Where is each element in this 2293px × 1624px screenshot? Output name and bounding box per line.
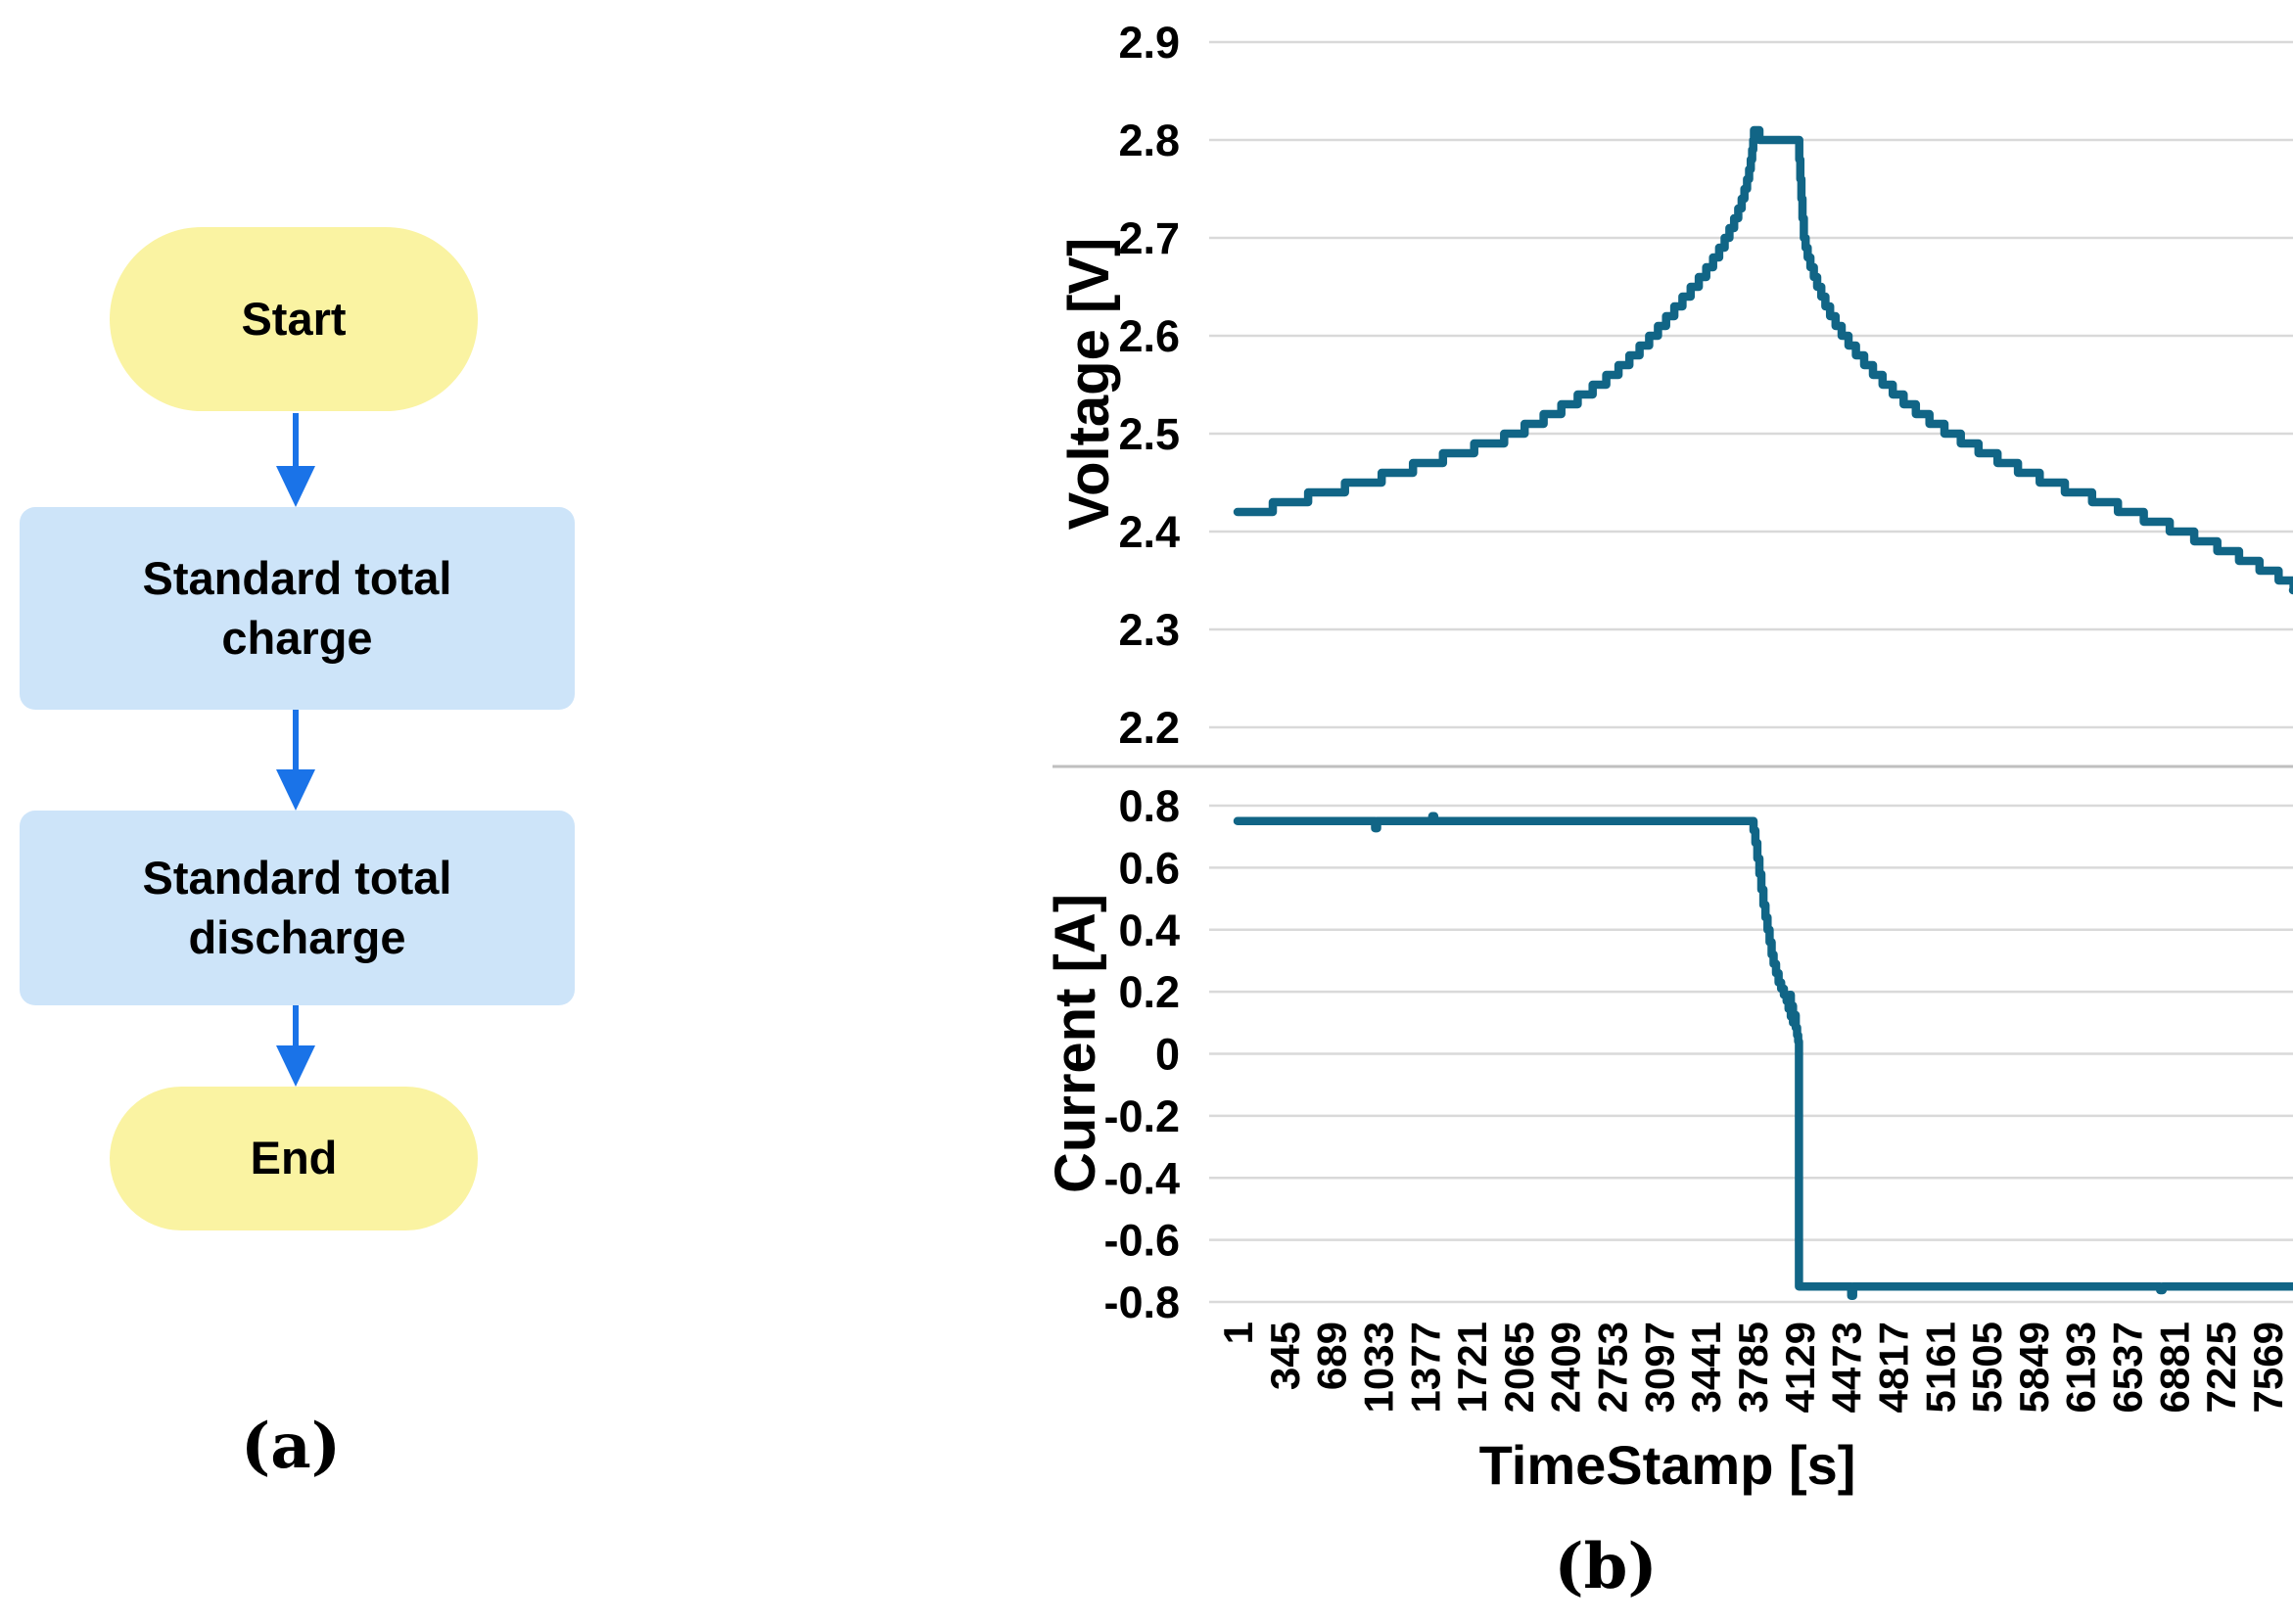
ytick-label-0.6: 0.6 bbox=[1118, 843, 1180, 893]
xtick-label-4817: 4817 bbox=[1870, 1322, 1916, 1413]
xtick-label-5161: 5161 bbox=[1917, 1322, 1963, 1413]
ytick-label--0.6: -0.6 bbox=[1103, 1216, 1180, 1266]
ytick-label-2.3: 2.3 bbox=[1118, 605, 1180, 655]
xtick-label-3441: 3441 bbox=[1683, 1322, 1729, 1413]
xtick-label-6881: 6881 bbox=[2151, 1322, 2197, 1413]
ytick-label-2.5: 2.5 bbox=[1118, 409, 1180, 459]
xtick-label-3785: 3785 bbox=[1730, 1322, 1776, 1413]
xtick-label-1377: 1377 bbox=[1402, 1322, 1448, 1413]
xtick-label-2065: 2065 bbox=[1496, 1322, 1542, 1413]
arrow-shaft bbox=[293, 1005, 299, 1049]
y-axis-title-1: Current [A] bbox=[1044, 894, 1107, 1193]
xtick-label-4129: 4129 bbox=[1777, 1322, 1823, 1413]
ytick-label-2.4: 2.4 bbox=[1118, 507, 1180, 557]
ytick-label-0.2: 0.2 bbox=[1118, 967, 1180, 1017]
ytick-label--0.2: -0.2 bbox=[1103, 1091, 1180, 1141]
ytick-label-2.6: 2.6 bbox=[1118, 311, 1180, 361]
flow-node-end: End bbox=[110, 1087, 478, 1230]
caption-a: (a) bbox=[240, 1410, 342, 1483]
xtick-label-5505: 5505 bbox=[1964, 1322, 2010, 1413]
flow-arrow-start-to-charge bbox=[276, 413, 315, 507]
current-line-series bbox=[1233, 812, 2293, 1300]
xtick-label-6537: 6537 bbox=[2105, 1322, 2151, 1413]
ytick-label-2.7: 2.7 bbox=[1118, 213, 1180, 263]
xtick-label-345: 345 bbox=[1262, 1322, 1308, 1390]
arrow-head-icon bbox=[276, 466, 315, 507]
xtick-label-6193: 6193 bbox=[2058, 1322, 2104, 1413]
xtick-label-1: 1 bbox=[1215, 1322, 1261, 1344]
ytick-label--0.4: -0.4 bbox=[1103, 1153, 1180, 1203]
y-axis-title-0: Voltage [V] bbox=[1057, 238, 1121, 531]
flow-node-standard-total-charge: Standard total charge bbox=[20, 507, 575, 710]
voltage-line-series bbox=[1233, 125, 2293, 595]
xtick-label-1033: 1033 bbox=[1355, 1322, 1401, 1413]
xtick-label-7225: 7225 bbox=[2198, 1322, 2244, 1413]
flow-arrow-discharge-to-end bbox=[276, 1005, 315, 1087]
flow-node-discharge-label: Standard total discharge bbox=[142, 852, 452, 963]
ytick-label-2.2: 2.2 bbox=[1118, 703, 1180, 753]
xtick-label-1721: 1721 bbox=[1449, 1322, 1495, 1413]
flow-node-start-label: Start bbox=[241, 292, 347, 345]
ytick-label-2.8: 2.8 bbox=[1118, 116, 1180, 165]
flow-arrow-charge-to-discharge bbox=[276, 710, 315, 811]
flow-node-start: Start bbox=[110, 227, 478, 411]
xtick-label-2753: 2753 bbox=[1590, 1322, 1636, 1413]
ytick-label-0.8: 0.8 bbox=[1118, 781, 1180, 831]
arrow-shaft bbox=[293, 413, 299, 470]
xtick-label-3097: 3097 bbox=[1636, 1322, 1682, 1413]
xtick-label-5849: 5849 bbox=[2011, 1322, 2057, 1413]
xtick-label-689: 689 bbox=[1309, 1322, 1355, 1390]
flow-node-end-label: End bbox=[250, 1132, 338, 1184]
xtick-label-7569: 7569 bbox=[2245, 1322, 2291, 1413]
x-axis-title: TimeStamp [s] bbox=[1479, 1434, 1856, 1496]
ytick-label--0.8: -0.8 bbox=[1103, 1277, 1180, 1327]
arrow-head-icon bbox=[276, 769, 315, 811]
flow-node-charge-label: Standard total charge bbox=[142, 552, 452, 664]
xtick-label-2409: 2409 bbox=[1543, 1322, 1589, 1413]
ytick-label-0.4: 0.4 bbox=[1118, 905, 1180, 955]
ytick-label-0: 0 bbox=[1155, 1030, 1180, 1080]
xtick-label-4473: 4473 bbox=[1824, 1322, 1870, 1413]
flow-node-standard-total-discharge: Standard total discharge bbox=[20, 811, 575, 1005]
caption-b: (b) bbox=[1554, 1530, 1658, 1603]
arrow-shaft bbox=[293, 710, 299, 773]
arrow-head-icon bbox=[276, 1045, 315, 1087]
ytick-label-2.9: 2.9 bbox=[1118, 18, 1180, 68]
